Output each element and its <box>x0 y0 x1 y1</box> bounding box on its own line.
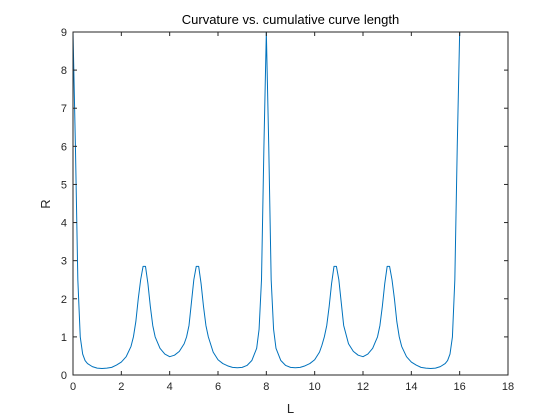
chart-title: Curvature vs. cumulative curve length <box>182 12 399 27</box>
x-tick-label: 8 <box>263 381 269 393</box>
y-tick-label: 4 <box>61 218 67 230</box>
y-tick-label: 5 <box>61 179 67 191</box>
y-tick-label: 2 <box>61 294 67 306</box>
y-tick-label: 0 <box>61 370 67 382</box>
y-tick-label: 9 <box>61 27 67 39</box>
y-tick-label: 1 <box>61 332 67 344</box>
axes-box <box>72 31 509 376</box>
data-series <box>73 32 461 370</box>
x-tick-label: 4 <box>167 381 173 393</box>
plot-background <box>73 32 508 375</box>
y-tick-label: 8 <box>61 65 67 77</box>
x-tick-label: 16 <box>454 381 466 393</box>
x-tick-label: 10 <box>309 381 321 393</box>
x-tick-label: 12 <box>357 381 369 393</box>
series-line-0 <box>73 32 461 370</box>
y-axis-label: R <box>38 199 53 208</box>
x-axis-label: L <box>287 401 294 416</box>
plot-area <box>73 32 508 375</box>
x-tick-label: 6 <box>215 381 221 393</box>
x-tick-label: 0 <box>70 381 76 393</box>
y-tick-label: 6 <box>61 141 67 153</box>
y-tick-label: 3 <box>61 256 67 268</box>
x-tick-label: 2 <box>118 381 124 393</box>
x-tick-label: 14 <box>405 381 417 393</box>
x-tick-label: 18 <box>502 381 514 393</box>
y-tick-label: 7 <box>61 103 67 115</box>
